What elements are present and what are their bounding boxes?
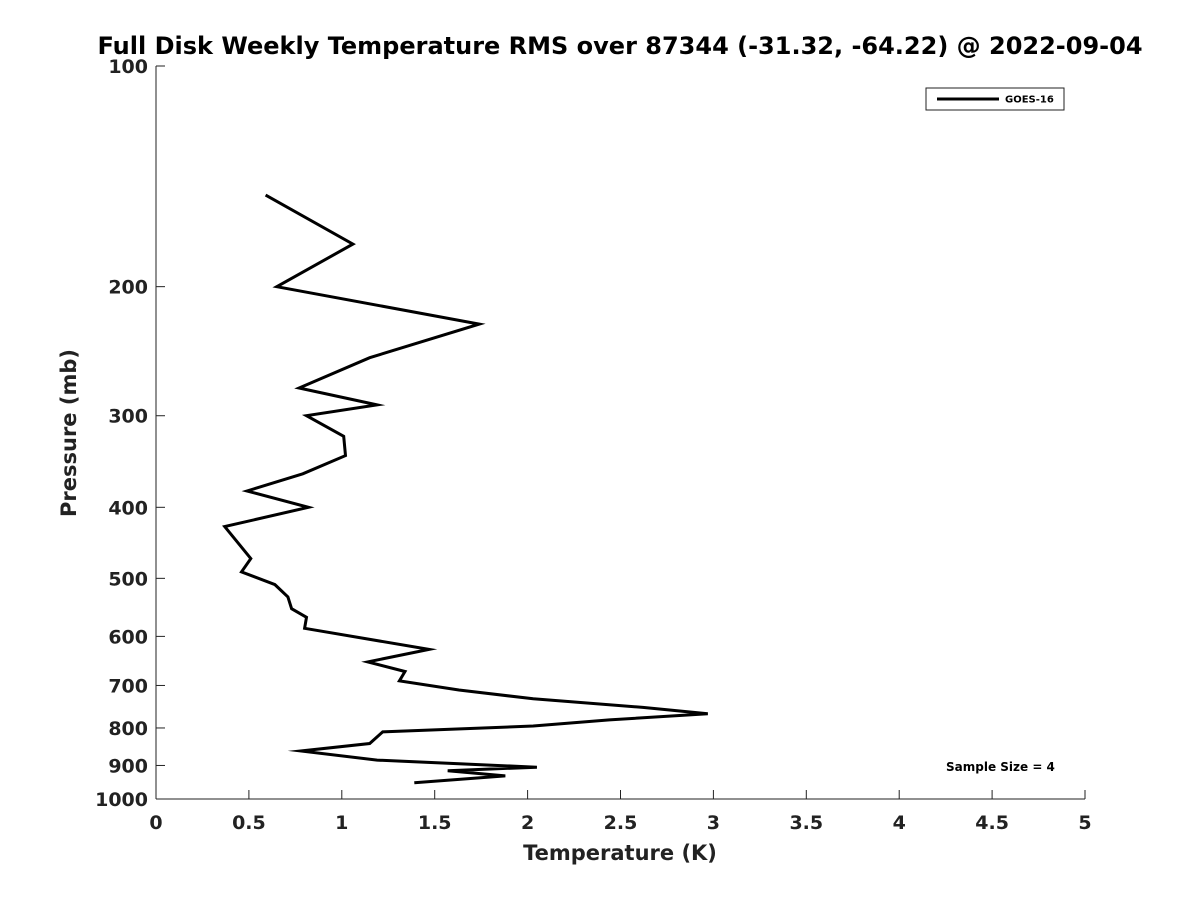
x-axis-label: Temperature (K) bbox=[523, 841, 717, 865]
x-tick-label: 3 bbox=[707, 812, 720, 834]
x-tick-label: 3.5 bbox=[789, 812, 823, 834]
x-tick-label: 2 bbox=[521, 812, 534, 834]
x-tick-label: 4.5 bbox=[975, 812, 1009, 834]
x-ticks: 0 0.5 1 1.5 2 2.5 3 3.5 4 4.5 5 bbox=[149, 790, 1092, 834]
sample-size-annotation: Sample Size = 4 bbox=[946, 760, 1055, 774]
y-tick-label: 800 bbox=[108, 718, 148, 740]
x-tick-label: 2.5 bbox=[604, 812, 638, 834]
legend: GOES-16 bbox=[925, 87, 1065, 111]
series-layer bbox=[222, 193, 708, 785]
x-tick-label: 1.5 bbox=[418, 812, 452, 834]
series-line-goes-16 bbox=[222, 193, 708, 785]
legend-label-goes-16: GOES-16 bbox=[1005, 95, 1054, 106]
y-tick-label: 1000 bbox=[95, 789, 148, 811]
y-ticks: 100 200 300 400 500 600 700 800 900 1000 bbox=[95, 56, 165, 811]
x-tick-label: 0.5 bbox=[232, 812, 266, 834]
y-tick-label: 900 bbox=[108, 755, 148, 777]
y-axis-label: Pressure (mb) bbox=[57, 349, 81, 517]
x-tick-label: 1 bbox=[335, 812, 348, 834]
y-tick-label: 200 bbox=[108, 277, 148, 299]
y-tick-label: 100 bbox=[108, 56, 148, 78]
x-tick-label: 0 bbox=[149, 812, 162, 834]
x-tick-label: 5 bbox=[1078, 812, 1091, 834]
y-tick-label: 300 bbox=[108, 406, 148, 428]
y-tick-label: 700 bbox=[108, 675, 148, 697]
y-tick-label: 600 bbox=[108, 626, 148, 648]
chart-title: Full Disk Weekly Temperature RMS over 87… bbox=[97, 32, 1142, 60]
y-tick-label: 400 bbox=[108, 497, 148, 519]
y-tick-label: 500 bbox=[108, 568, 148, 590]
x-tick-label: 4 bbox=[893, 812, 906, 834]
